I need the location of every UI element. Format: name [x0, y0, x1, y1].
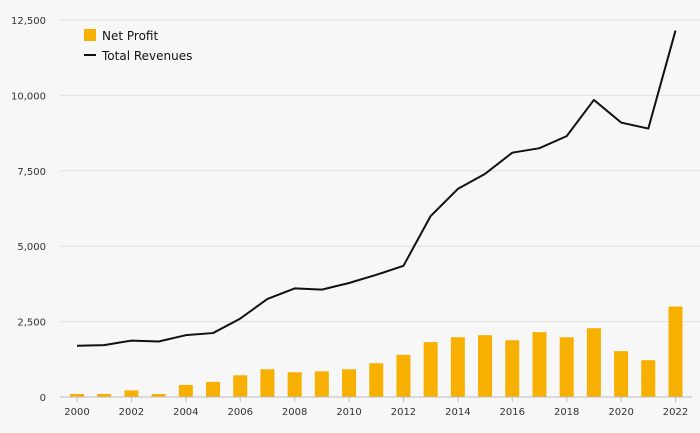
bar-net-profit-2019: [586, 328, 601, 397]
y-tick-label: 10,000: [11, 91, 46, 102]
bar-net-profit-2004: [178, 384, 193, 397]
x-tick-label: 2000: [64, 407, 89, 418]
bar-net-profit-2016: [505, 340, 520, 397]
bar-net-profit-2011: [369, 363, 384, 397]
x-tick-label: 2018: [554, 407, 579, 418]
net-profit-bars: [70, 306, 683, 397]
bar-net-profit-2015: [478, 335, 493, 397]
bar-net-profit-2021: [641, 360, 656, 397]
line-total-revenues: [76, 30, 677, 347]
x-tick-label: 2004: [173, 407, 198, 418]
x-tick-label: 2002: [119, 407, 144, 418]
bar-net-profit-2006: [233, 375, 248, 397]
bar-net-profit-2020: [614, 351, 629, 397]
y-tick-label: 5,000: [17, 242, 46, 253]
legend-label-net-profit: Net Profit: [102, 29, 158, 43]
axes: 0 2,500 5,000 7,500 10,000 12,500 2000 2002 2004…: [11, 16, 692, 418]
bar-net-profit-2022: [668, 306, 683, 397]
total-revenues-line-group: [76, 30, 677, 347]
bar-net-profit-2001: [97, 393, 112, 397]
legend-swatch-net-profit: [84, 29, 96, 41]
x-tick-label: 2008: [282, 407, 307, 418]
bar-net-profit-2003: [151, 393, 166, 397]
gridlines: [60, 19, 700, 323]
x-tick-label: 2022: [663, 407, 688, 418]
bar-net-profit-2009: [314, 371, 329, 397]
bar-net-profit-2018: [559, 337, 574, 397]
bar-net-profit-2002: [124, 390, 139, 397]
bar-net-profit-2017: [532, 332, 547, 397]
x-tick-label: 2014: [445, 407, 470, 418]
x-tick-label: 2012: [391, 407, 416, 418]
legend: Net Profit Total Revenues: [84, 29, 192, 63]
bar-net-profit-2005: [206, 381, 221, 397]
bar-net-profit-2010: [342, 369, 357, 397]
y-tick-label: 0: [40, 393, 46, 404]
x-tick-label: 2020: [608, 407, 633, 418]
y-tick-label: 7,500: [17, 167, 46, 178]
y-tick-label: 2,500: [17, 318, 46, 329]
x-tick-label: 2016: [500, 407, 525, 418]
bar-net-profit-2012: [396, 354, 411, 397]
x-tick-label: 2010: [336, 407, 361, 418]
bar-net-profit-2007: [260, 369, 275, 397]
legend-label-total-revenues: Total Revenues: [101, 49, 192, 63]
bar-net-profit-2013: [423, 342, 438, 397]
x-tick-label: 2006: [228, 407, 253, 418]
y-tick-label: 12,500: [11, 16, 46, 27]
bar-net-profit-2000: [70, 393, 84, 397]
bar-net-profit-2008: [287, 372, 302, 397]
bar-net-profit-2014: [450, 337, 465, 397]
